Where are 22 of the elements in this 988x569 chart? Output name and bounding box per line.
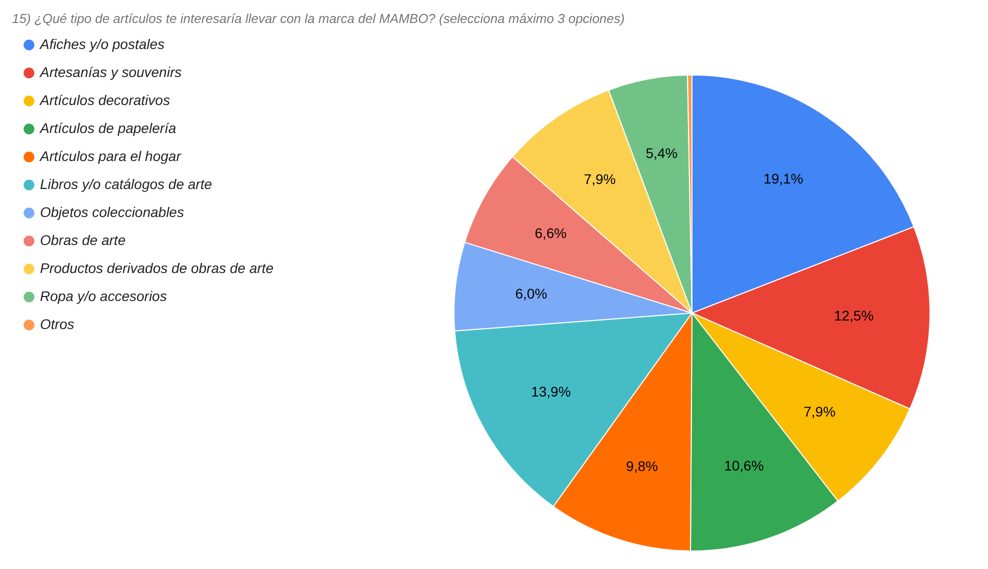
data-label: 6,6% <box>534 225 567 242</box>
legend-label: Artículos de papelería <box>39 120 176 136</box>
data-label: 19,1% <box>764 170 804 186</box>
legend-label: Libros y/o catálogos de arte <box>40 176 212 192</box>
data-label: 10,6% <box>724 457 764 474</box>
data-label: 7,9% <box>804 404 836 420</box>
legend-label: Artículos decorativos <box>39 92 170 108</box>
legend-label: Obras de arte <box>40 232 126 248</box>
data-label: 12,5% <box>834 308 874 324</box>
data-label: 6,0% <box>515 286 548 302</box>
data-label: 9,8% <box>626 458 658 474</box>
chart-title: 15) ¿Qué tipo de artículos te interesaría llevar con la marca del MAMBO? (selecciona máximo 3 opciones) <box>12 11 625 26</box>
legend-label: Otros <box>40 316 74 332</box>
legend-label: Ropa y/o accesorios <box>40 288 167 304</box>
data-label: 7,9% <box>584 171 616 188</box>
legend-label: Objetos coleccionables <box>40 204 184 220</box>
legend-label: Artículos para el hogar <box>39 148 182 164</box>
data-label: 13,9% <box>531 383 571 400</box>
legend-label: Afiches y/o postales <box>39 36 165 52</box>
legend-label: Productos derivados de obras de arte <box>40 260 274 276</box>
legend-label: Artesanías y souvenirs <box>39 64 182 80</box>
data-label: 5,4% <box>646 145 678 162</box>
